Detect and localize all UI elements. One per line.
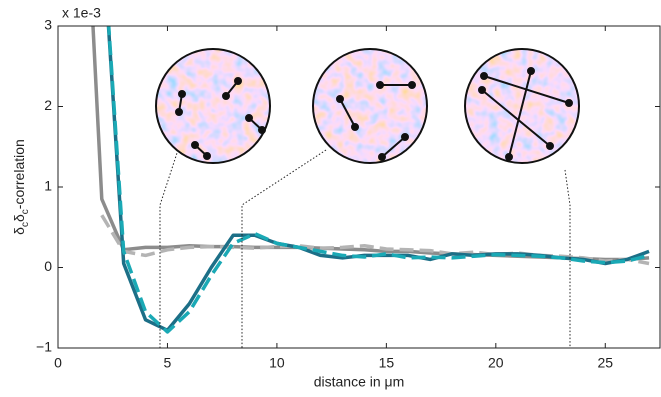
inset	[313, 49, 427, 163]
y-tick-label: 0	[44, 258, 52, 274]
chart: x 1e-3 distance in μm δcδc-correlation 0…	[0, 0, 661, 397]
x-tick-label: 15	[379, 355, 395, 371]
x-axis-label: distance in μm	[314, 374, 405, 390]
inset	[465, 49, 579, 163]
y-tick-label: 1	[44, 178, 52, 194]
y-label-part: -correlation	[11, 139, 27, 209]
y-tick-label: 3	[44, 17, 52, 33]
y-axis-label: δcδc-correlation	[11, 139, 31, 235]
y-label-part: δ	[11, 214, 27, 222]
page: x 1e-3 distance in μm δcδc-correlation 0…	[0, 0, 661, 397]
y-tick-label: 2	[44, 97, 52, 113]
x-tick-label: 0	[54, 355, 62, 371]
x-tick-label: 10	[269, 355, 285, 371]
y-tick-label: −1	[36, 339, 52, 355]
y-label-part: δ	[11, 227, 27, 235]
x-tick-label: 20	[488, 355, 504, 371]
x-tick-label: 5	[164, 355, 172, 371]
x-tick-label: 25	[597, 355, 613, 371]
inset	[156, 49, 270, 163]
y-multiplier: x 1e-3	[62, 5, 101, 21]
